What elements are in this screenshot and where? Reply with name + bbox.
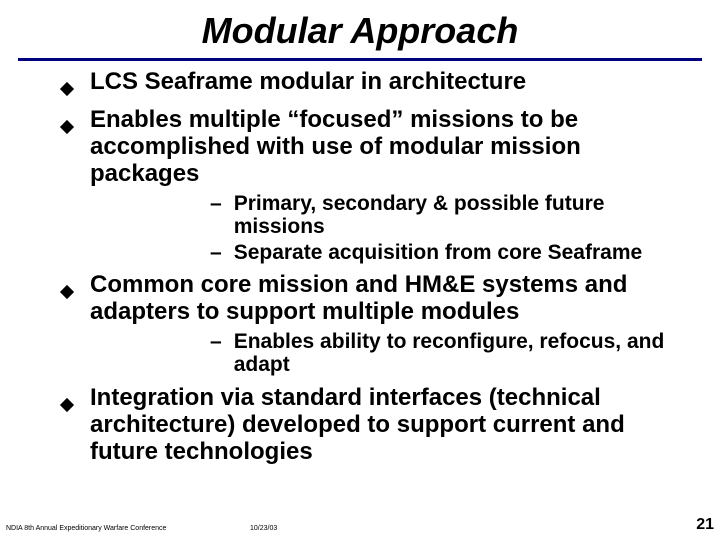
bullet-item: Common core mission and HM&E systems and… <box>30 272 690 379</box>
bullet-text-inner: Common core mission and HM&E systems and… <box>90 271 627 325</box>
bullet-item: Integration via standard interfaces (tec… <box>30 385 690 466</box>
dash-icon: – <box>210 241 222 265</box>
bullet-text: LCS Seaframe modular in architecture <box>90 69 690 96</box>
dash-icon: – <box>210 330 222 354</box>
bullet-list: LCS Seaframe modular in architecture Ena… <box>30 69 690 465</box>
sub-bullet-item: – Enables ability to reconfigure, refocu… <box>90 330 690 377</box>
diamond-icon <box>62 112 72 139</box>
diamond-icon <box>62 277 72 304</box>
footer-date: 10/23/03 <box>250 525 277 532</box>
dash-icon: – <box>210 192 222 216</box>
sub-bullet-item: – Separate acquisition from core Seafram… <box>90 241 690 265</box>
sub-bullet-item: – Primary, secondary & possible future m… <box>90 192 690 239</box>
bullet-text: Integration via standard interfaces (tec… <box>90 385 690 466</box>
footer-left: NDIA 8th Annual Expeditionary Warfare Co… <box>6 525 166 532</box>
bullet-text-inner: Enables multiple “focused” missions to b… <box>90 106 581 187</box>
slide-title: Modular Approach <box>0 0 720 58</box>
sub-bullet-list: – Primary, secondary & possible future m… <box>90 192 690 265</box>
title-underline <box>18 58 702 61</box>
page-number: 21 <box>696 516 714 534</box>
sub-bullet-text: Primary, secondary & possible future mis… <box>234 192 690 239</box>
content-area: LCS Seaframe modular in architecture Ena… <box>0 69 720 465</box>
slide: Modular Approach LCS Seaframe modular in… <box>0 0 720 540</box>
sub-bullet-text: Separate acquisition from core Seaframe <box>234 241 690 265</box>
bullet-text: Enables multiple “focused” missions to b… <box>90 107 690 266</box>
bullet-text: Common core mission and HM&E systems and… <box>90 272 690 379</box>
sub-bullet-text: Enables ability to reconfigure, refocus,… <box>234 330 690 377</box>
bullet-item: Enables multiple “focused” missions to b… <box>30 107 690 266</box>
sub-bullet-list: – Enables ability to reconfigure, refocu… <box>90 330 690 377</box>
diamond-icon <box>62 390 72 417</box>
diamond-icon <box>62 74 72 101</box>
bullet-item: LCS Seaframe modular in architecture <box>30 69 690 101</box>
